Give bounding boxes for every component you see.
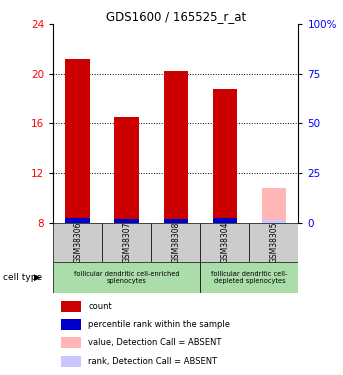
Text: GSM38306: GSM38306 — [73, 221, 82, 263]
Bar — [53, 223, 102, 261]
Bar — [200, 223, 249, 261]
Bar — [66, 59, 90, 223]
Bar — [60, 301, 81, 312]
Bar — [60, 319, 81, 330]
Text: rank, Detection Call = ABSENT: rank, Detection Call = ABSENT — [88, 357, 217, 366]
Text: GSM38308: GSM38308 — [171, 221, 180, 263]
Text: ▶: ▶ — [34, 273, 41, 282]
Text: follicular dendritic cell-
depleted splenocytes: follicular dendritic cell- depleted sple… — [211, 271, 287, 284]
Text: percentile rank within the sample: percentile rank within the sample — [88, 320, 230, 329]
Bar — [60, 337, 81, 348]
Bar — [249, 223, 298, 261]
Bar — [200, 261, 298, 293]
Title: GDS1600 / 165525_r_at: GDS1600 / 165525_r_at — [106, 10, 246, 23]
Bar — [115, 117, 139, 223]
Bar — [115, 219, 139, 223]
Text: follicular dendritic cell-enriched
splenocytes: follicular dendritic cell-enriched splen… — [74, 271, 179, 284]
Bar — [164, 72, 188, 223]
Bar — [213, 89, 237, 223]
Text: GSM38304: GSM38304 — [220, 221, 229, 263]
Bar — [213, 217, 237, 223]
Bar — [60, 356, 81, 367]
Text: value, Detection Call = ABSENT: value, Detection Call = ABSENT — [88, 338, 222, 347]
Bar — [66, 217, 90, 223]
Text: count: count — [88, 302, 112, 311]
Text: cell type: cell type — [3, 273, 43, 282]
Bar — [262, 188, 286, 223]
Text: GSM38305: GSM38305 — [269, 221, 279, 263]
Text: GSM38307: GSM38307 — [122, 221, 131, 263]
Bar — [262, 220, 286, 223]
Bar — [164, 219, 188, 223]
Bar — [102, 223, 151, 261]
Bar — [53, 261, 200, 293]
Bar — [151, 223, 200, 261]
